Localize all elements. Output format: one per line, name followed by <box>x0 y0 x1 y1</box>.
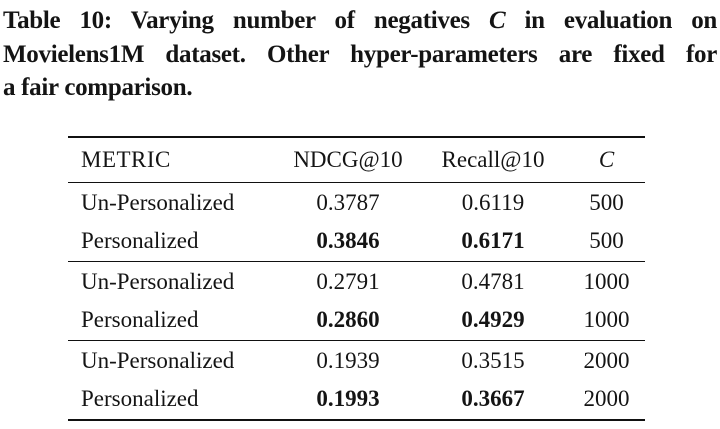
table-row-unpersonalized: Un-Personalized 0.3787 0.6119 500 <box>68 184 645 222</box>
col-header-ndcg: NDCG@10 <box>293 147 403 172</box>
table-caption: Table 10: Varying number of negatives C … <box>0 4 720 105</box>
cell-c: 2000 <box>583 348 630 373</box>
caption-line-3: a fair comparison. <box>3 74 193 101</box>
caption-line-1: Table 10: Varying number of negatives C … <box>3 4 717 38</box>
cell-ndcg: 0.3846 <box>316 228 380 253</box>
table-group-c2000: Un-Personalized 0.1939 0.3515 2000 Perso… <box>68 340 645 419</box>
cell-recall: 0.3515 <box>461 348 525 373</box>
cell-ndcg: 0.3787 <box>316 190 380 215</box>
cell-c: 1000 <box>583 269 630 294</box>
col-header-recall: Recall@10 <box>441 147 545 172</box>
table-group-c500: Un-Personalized 0.3787 0.6119 500 Person… <box>68 182 645 261</box>
caption-text: Table 10: Varying number of negatives <box>3 7 470 34</box>
cell-ndcg: 0.2791 <box>316 269 380 294</box>
cell-metric: Personalized <box>81 307 199 332</box>
cell-recall: 0.6171 <box>461 228 525 253</box>
col-header-c: C <box>598 147 615 172</box>
cell-metric: Un-Personalized <box>81 269 235 294</box>
caption-text: in evaluation on <box>524 7 718 34</box>
cell-c: 1000 <box>583 307 630 332</box>
cell-recall: 0.6119 <box>461 190 525 215</box>
col-header-metric: METRIC <box>81 147 171 172</box>
table-group-c1000: Un-Personalized 0.2791 0.4781 1000 Perso… <box>68 261 645 340</box>
cell-ndcg: 0.1993 <box>316 386 380 411</box>
table-row-personalized: Personalized 0.1993 0.3667 2000 <box>68 380 645 418</box>
table-row-unpersonalized: Un-Personalized 0.1939 0.3515 2000 <box>68 342 645 380</box>
cell-metric: Un-Personalized <box>81 190 235 215</box>
cell-metric: Un-Personalized <box>81 348 235 373</box>
table-row-personalized: Personalized 0.3846 0.6171 500 <box>68 222 645 260</box>
cell-metric: Personalized <box>81 228 199 253</box>
cell-recall: 0.4929 <box>461 307 525 332</box>
results-table: METRIC NDCG@10 Recall@10 C Un-Personaliz… <box>68 136 645 421</box>
cell-c: 2000 <box>583 386 630 411</box>
cell-c: 500 <box>589 190 624 215</box>
cell-ndcg: 0.1939 <box>316 348 380 373</box>
cell-recall: 0.3667 <box>461 386 525 411</box>
cell-metric: Personalized <box>81 386 199 411</box>
cell-ndcg: 0.2860 <box>316 307 380 332</box>
table-row-unpersonalized: Un-Personalized 0.2791 0.4781 1000 <box>68 263 645 301</box>
caption-line-2: Movielens1M dataset. Other hyper-paramet… <box>3 40 717 68</box>
table-header: METRIC NDCG@10 Recall@10 C <box>68 138 645 182</box>
cell-recall: 0.4781 <box>461 269 525 294</box>
caption-variable-c: C <box>488 7 506 34</box>
table-header-row: METRIC NDCG@10 Recall@10 C <box>68 138 645 182</box>
cell-c: 500 <box>589 228 624 253</box>
table-row-personalized: Personalized 0.2860 0.4929 1000 <box>68 301 645 339</box>
